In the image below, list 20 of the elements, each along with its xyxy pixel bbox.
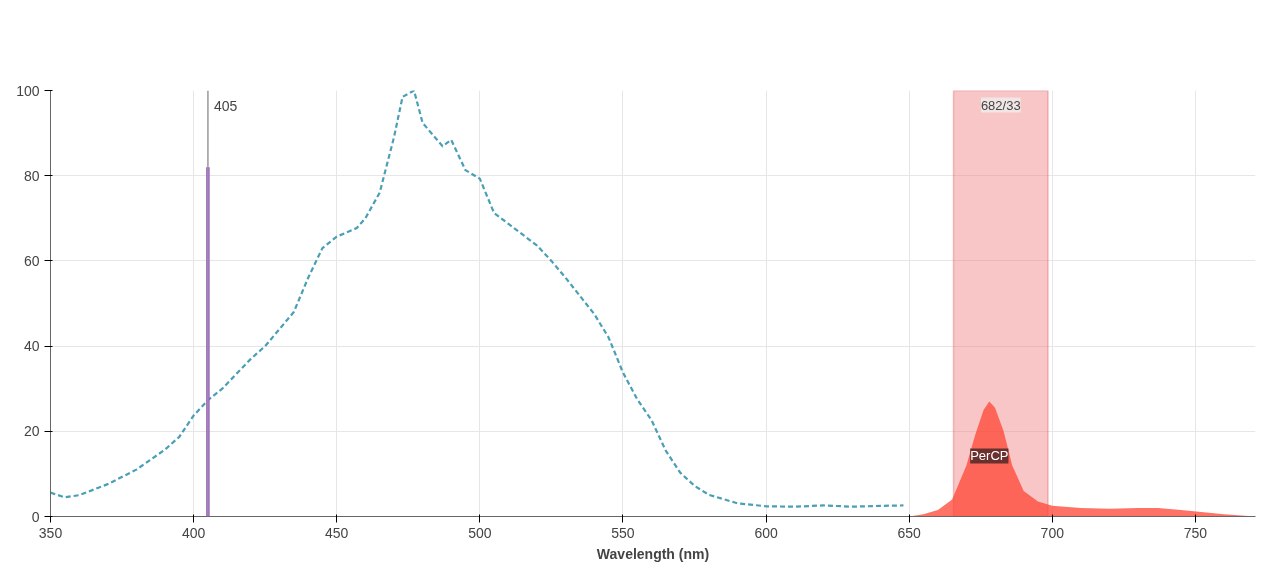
x-tick-label: 700: [1040, 524, 1065, 541]
x-tick-label: 350: [38, 524, 63, 541]
y-tick-label: 0: [31, 508, 40, 525]
y-tick-label: 80: [23, 167, 40, 184]
x-tick-label: 650: [897, 524, 922, 541]
band-label: 682/33: [980, 97, 1021, 113]
ref-line-label: 405: [213, 97, 238, 114]
y-tick-label: 100: [16, 82, 40, 99]
x-tick-label: 500: [468, 524, 492, 541]
series-label: PerCP: [970, 448, 1009, 464]
x-tick-label: 450: [325, 524, 349, 541]
x-axis-title: Wavelength (nm): [596, 545, 710, 562]
y-tick-label: 60: [23, 252, 40, 269]
x-tick-label: 600: [754, 524, 778, 541]
x-tick-label: 550: [611, 524, 635, 541]
line-series: [50, 90, 905, 508]
y-tick-label: 20: [23, 423, 40, 440]
x-tick-label: 750: [1183, 524, 1208, 541]
y-tick-label: 40: [23, 338, 40, 355]
x-tick-label: 400: [181, 524, 206, 541]
